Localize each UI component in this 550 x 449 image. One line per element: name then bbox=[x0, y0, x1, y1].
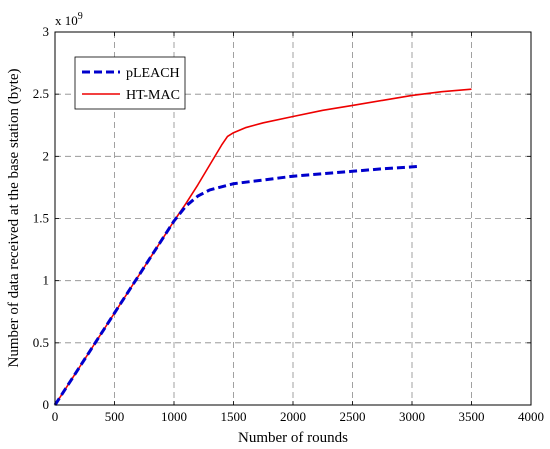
x-tick-label: 1000 bbox=[161, 409, 187, 424]
x-tick-label: 4000 bbox=[518, 409, 544, 424]
y-tick-label: 0 bbox=[43, 397, 50, 412]
y-multiplier-exponent: 9 bbox=[78, 11, 83, 22]
x-tick-label: 2500 bbox=[340, 409, 366, 424]
x-tick-label: 500 bbox=[105, 409, 125, 424]
y-axis-label: Number of data received at the base stat… bbox=[6, 68, 22, 367]
x-tick-label: 1500 bbox=[221, 409, 247, 424]
legend-label-pleach: pLEACH bbox=[126, 66, 180, 81]
y-tick-label: 2 bbox=[43, 148, 50, 163]
y-multiplier: x 109 bbox=[55, 11, 83, 28]
x-tick-label: 0 bbox=[52, 409, 59, 424]
legend: pLEACH HT-MAC bbox=[74, 56, 186, 110]
y-tick-label: 1 bbox=[43, 273, 50, 288]
x-tick-label: 2000 bbox=[280, 409, 306, 424]
legend-label-ht-mac: HT-MAC bbox=[126, 88, 180, 103]
y-tick-label: 3 bbox=[43, 24, 50, 39]
axis-ticks: 0 500 1000 1500 2000 2500 3000 3500 4000 0 0.5 1 1.5… bbox=[33, 24, 544, 424]
x-tick-label: 3000 bbox=[399, 409, 425, 424]
y-tick-label: 0.5 bbox=[33, 335, 49, 350]
y-tick-label: 2.5 bbox=[33, 86, 49, 101]
legend-box bbox=[74, 56, 186, 110]
series-line-pleach bbox=[53, 164, 421, 406]
series-layer bbox=[53, 88, 472, 406]
x-axis-label: Number of rounds bbox=[238, 430, 348, 446]
x-tick-label: 3500 bbox=[459, 409, 485, 424]
y-tick-label: 1.5 bbox=[33, 211, 49, 226]
y-multiplier-base: x 10 bbox=[55, 13, 78, 28]
